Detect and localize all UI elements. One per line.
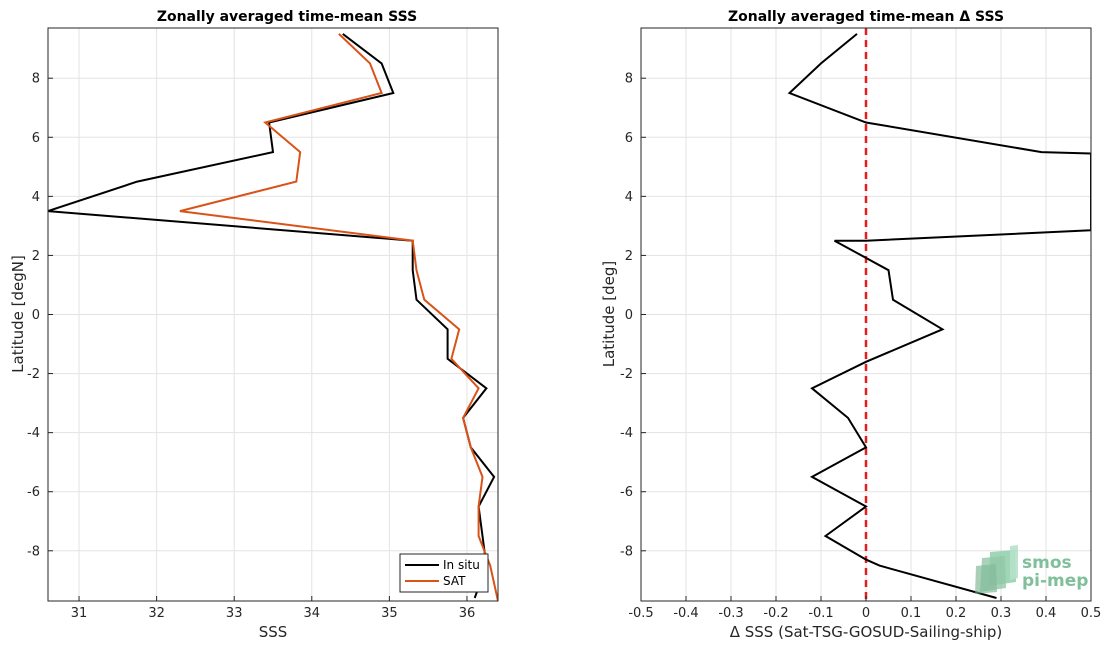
left-x-tick-label: 33 bbox=[226, 606, 243, 621]
right-x-tick-label: -0.3 bbox=[718, 606, 743, 621]
right-x-axis-label: Δ SSS (Sat-TSG-GOSUD-Sailing-ship) bbox=[730, 623, 1003, 641]
left-x-tick-label: 35 bbox=[381, 606, 398, 621]
sss-profile-panel: Zonally averaged time-mean SSS SSS Latit… bbox=[9, 9, 499, 641]
left-y-axis-label: Latitude [degN] bbox=[9, 255, 27, 373]
left-y-tick-label: 2 bbox=[32, 249, 40, 264]
logo-text-pi-mep: pi-mep bbox=[1022, 571, 1088, 591]
left-series-line-sat bbox=[179, 33, 498, 601]
right-x-tick-label: 0.3 bbox=[991, 606, 1012, 621]
left-x-tick-label: 36 bbox=[459, 606, 476, 621]
right-x-tick-label: 0.1 bbox=[901, 606, 922, 621]
left-y-tick-label: -4 bbox=[27, 426, 40, 441]
right-x-tick-label: -0.4 bbox=[673, 606, 698, 621]
left-y-tick-label: 6 bbox=[32, 131, 40, 146]
left-y-tick-label: 8 bbox=[32, 72, 40, 87]
right-y-tick-label: 8 bbox=[625, 72, 633, 87]
right-y-tick-label: 2 bbox=[625, 249, 633, 264]
right-y-axis-label: Latitude [deg] bbox=[600, 261, 618, 367]
legend-label-sat: SAT bbox=[443, 574, 466, 588]
left-x-tick-label: 34 bbox=[304, 606, 321, 621]
left-chart-title: Zonally averaged time-mean SSS bbox=[157, 9, 417, 25]
left-y-tick-label: -6 bbox=[27, 485, 40, 500]
right-x-tick-label: -0.2 bbox=[763, 606, 788, 621]
legend-box bbox=[399, 553, 489, 593]
delta-sss-profile-panel: Zonally averaged time-mean Δ SSS Δ SSS (… bbox=[600, 9, 1101, 641]
right-x-tick-label: 0.4 bbox=[1036, 606, 1057, 621]
right-x-tick-label: 0.2 bbox=[946, 606, 967, 621]
left-x-axis-label: SSS bbox=[259, 623, 288, 641]
right-x-tick-label: 0 bbox=[862, 606, 870, 621]
left-y-tick-label: 4 bbox=[32, 190, 40, 205]
left-gridlines bbox=[48, 28, 498, 601]
right-y-tick-label: 0 bbox=[625, 308, 633, 323]
left-x-tick-label: 32 bbox=[148, 606, 165, 621]
right-y-tick-label: -2 bbox=[620, 367, 633, 382]
right-x-tick-label: -0.1 bbox=[808, 606, 833, 621]
left-y-tick-label: -2 bbox=[27, 367, 40, 382]
left-y-tick-label: 0 bbox=[32, 308, 40, 323]
legend-label-in-situ: In situ bbox=[443, 558, 480, 572]
right-y-tick-label: -4 bbox=[620, 426, 633, 441]
logo-mark-icon bbox=[975, 545, 1018, 594]
smos-pi-mep-logo: smos pi-mep bbox=[975, 545, 1088, 594]
right-y-tick-label: -6 bbox=[620, 485, 633, 500]
logo-text-smos: smos bbox=[1022, 553, 1072, 573]
right-series-line-0 bbox=[787, 33, 1091, 599]
left-x-tick-label: 31 bbox=[71, 606, 88, 621]
right-chart-title: Zonally averaged time-mean Δ SSS bbox=[728, 9, 1004, 25]
right-y-tick-label: 4 bbox=[625, 190, 633, 205]
right-x-tick-label: 0.5 bbox=[1081, 606, 1102, 621]
right-y-tick-label: 6 bbox=[625, 131, 633, 146]
left-y-tick-label: -8 bbox=[27, 544, 40, 559]
right-y-tick-label: -8 bbox=[620, 544, 633, 559]
legend: In situ SAT bbox=[399, 553, 489, 593]
right-x-tick-label: -0.5 bbox=[628, 606, 653, 621]
